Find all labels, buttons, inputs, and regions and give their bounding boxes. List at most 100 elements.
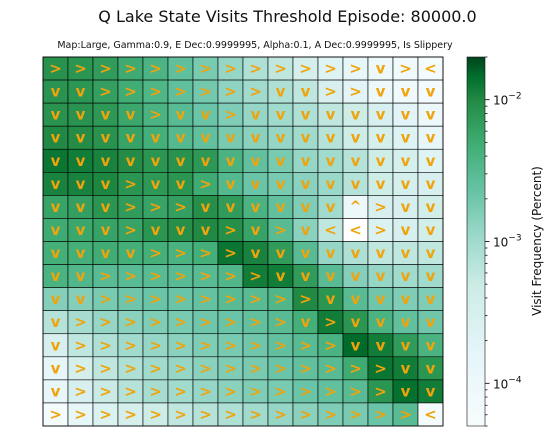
policy-arrow-r5-c9: v <box>276 175 286 193</box>
policy-arrow-r4-c10: v <box>301 152 311 170</box>
policy-arrow-r10-c0: v <box>51 290 61 308</box>
policy-arrow-r14-c6: > <box>199 382 212 400</box>
policy-arrow-r3-c13: v <box>376 129 386 147</box>
policy-arrow-r7-c0: v <box>51 221 61 239</box>
policy-arrow-r9-c13: v <box>376 267 386 285</box>
chart-subtitle: Map:Large, Gamma:0.9, E Dec:0.9999995, A… <box>57 40 453 51</box>
policy-arrow-r8-c8: v <box>251 244 261 262</box>
policy-arrow-r13-c13: > <box>374 359 387 377</box>
policy-arrow-r15-c10: > <box>299 405 312 423</box>
policy-arrow-r6-c12: ^ <box>350 199 362 215</box>
policy-arrow-r14-c7: > <box>224 382 237 400</box>
policy-arrow-r7-c9: > <box>274 221 287 239</box>
policy-arrow-r4-c12: v <box>351 152 361 170</box>
policy-arrow-r13-c9: > <box>274 359 287 377</box>
policy-arrow-r13-c1: > <box>74 359 87 377</box>
policy-arrow-r13-c10: > <box>299 359 312 377</box>
policy-arrow-r6-c5: > <box>174 198 187 216</box>
policy-arrow-r2-c11: v <box>326 106 336 124</box>
policy-arrow-r3-c12: v <box>351 129 361 147</box>
policy-arrow-r7-c11: < <box>324 221 337 239</box>
policy-arrow-r1-c8: > <box>249 83 262 101</box>
policy-arrow-r12-c6: > <box>199 336 212 354</box>
policy-arrow-r1-c15: v <box>426 83 436 101</box>
colorbar-frame <box>466 56 486 427</box>
policy-arrow-r10-c14: v <box>401 290 411 308</box>
policy-arrow-r4-c1: v <box>76 152 86 170</box>
policy-arrow-r12-c15: v <box>426 336 436 354</box>
policy-arrow-r8-c11: v <box>326 244 336 262</box>
policy-arrow-r1-c0: v <box>51 83 61 101</box>
policy-arrow-r8-c9: v <box>276 244 286 262</box>
policy-arrow-r15-c5: > <box>174 405 187 423</box>
policy-arrow-r0-c10: > <box>299 60 312 78</box>
policy-arrow-r1-c1: v <box>76 83 86 101</box>
policy-arrow-r0-c0: > <box>49 60 62 78</box>
policy-arrow-r12-c7: > <box>224 336 237 354</box>
policy-arrow-r11-c7: > <box>224 313 237 331</box>
policy-arrow-r9-c9: v <box>276 267 286 285</box>
policy-arrow-r14-c0: v <box>51 382 61 400</box>
colorbar-tick-label-2: 10−2 <box>493 92 522 108</box>
policy-arrow-r10-c8: > <box>249 290 262 308</box>
policy-arrow-r2-c8: v <box>251 106 261 124</box>
policy-arrow-r12-c9: > <box>274 336 287 354</box>
policy-arrow-r8-c4: > <box>149 244 162 262</box>
policy-arrow-r15-c13: > <box>374 405 387 423</box>
policy-arrow-r1-c3: > <box>124 83 137 101</box>
policy-arrow-r8-c1: v <box>76 244 86 262</box>
policy-arrow-r5-c6: > <box>199 175 212 193</box>
policy-arrow-r9-c4: > <box>149 267 162 285</box>
policy-arrow-r14-c15: v <box>426 382 436 400</box>
policy-arrow-r2-c1: v <box>76 106 86 124</box>
policy-arrow-r2-c9: v <box>276 106 286 124</box>
policy-arrow-r4-c13: v <box>376 152 386 170</box>
policy-arrow-r15-c8: > <box>249 405 262 423</box>
policy-arrow-r0-c6: > <box>199 60 212 78</box>
colorbar-tick-label-0: 10−4 <box>493 375 522 391</box>
policy-arrow-r4-c4: v <box>151 152 161 170</box>
policy-arrow-r0-c12: > <box>349 60 362 78</box>
policy-arrow-r12-c13: v <box>376 336 386 354</box>
policy-arrow-r0-c4: > <box>149 60 162 78</box>
policy-arrow-r11-c5: > <box>174 313 187 331</box>
policy-arrow-r5-c5: v <box>176 175 186 193</box>
policy-arrow-r2-c13: v <box>376 106 386 124</box>
policy-arrow-r11-c2: > <box>99 313 112 331</box>
policy-arrow-r2-c14: v <box>401 106 411 124</box>
policy-arrow-r2-c7: > <box>224 106 237 124</box>
policy-arrow-r9-c5: > <box>174 267 187 285</box>
policy-arrow-r9-c15: v <box>426 267 436 285</box>
policy-arrow-r12-c2: > <box>99 336 112 354</box>
policy-arrow-r6-c13: > <box>374 198 387 216</box>
policy-arrow-r0-c8: > <box>249 60 262 78</box>
policy-arrow-r3-c4: v <box>151 129 161 147</box>
policy-arrow-r10-c4: > <box>149 290 162 308</box>
policy-arrow-r11-c14: v <box>401 313 411 331</box>
policy-arrow-r6-c9: v <box>276 198 286 216</box>
policy-arrow-r5-c11: v <box>326 175 336 193</box>
policy-arrow-r3-c7: v <box>226 129 236 147</box>
policy-arrow-r11-c13: v <box>376 313 386 331</box>
policy-arrow-r1-c13: v <box>376 83 386 101</box>
policy-arrow-r3-c0: v <box>51 129 61 147</box>
policy-arrow-r0-c13: v <box>376 60 386 78</box>
policy-arrow-r1-c12: > <box>349 83 362 101</box>
policy-arrow-r13-c3: > <box>124 359 137 377</box>
policy-arrow-r8-c2: v <box>101 244 111 262</box>
policy-arrow-r3-c11: v <box>326 129 336 147</box>
policy-arrow-r6-c4: > <box>149 198 162 216</box>
policy-arrow-r8-c14: v <box>401 244 411 262</box>
policy-arrow-r12-c10: > <box>299 336 312 354</box>
policy-arrow-r10-c3: > <box>124 290 137 308</box>
policy-arrow-r7-c6: v <box>201 221 211 239</box>
colorbar-label: Visit Frequency (Percent) <box>530 166 544 316</box>
policy-arrow-r14-c10: > <box>299 382 312 400</box>
policy-arrow-r14-c14: v <box>401 382 411 400</box>
policy-arrow-r14-c3: > <box>124 382 137 400</box>
policy-arrow-r11-c12: v <box>351 313 361 331</box>
policy-arrow-r10-c12: v <box>351 290 361 308</box>
policy-arrow-r12-c11: > <box>324 336 337 354</box>
policy-arrow-r7-c4: v <box>151 221 161 239</box>
policy-arrow-r0-c14: > <box>399 60 412 78</box>
